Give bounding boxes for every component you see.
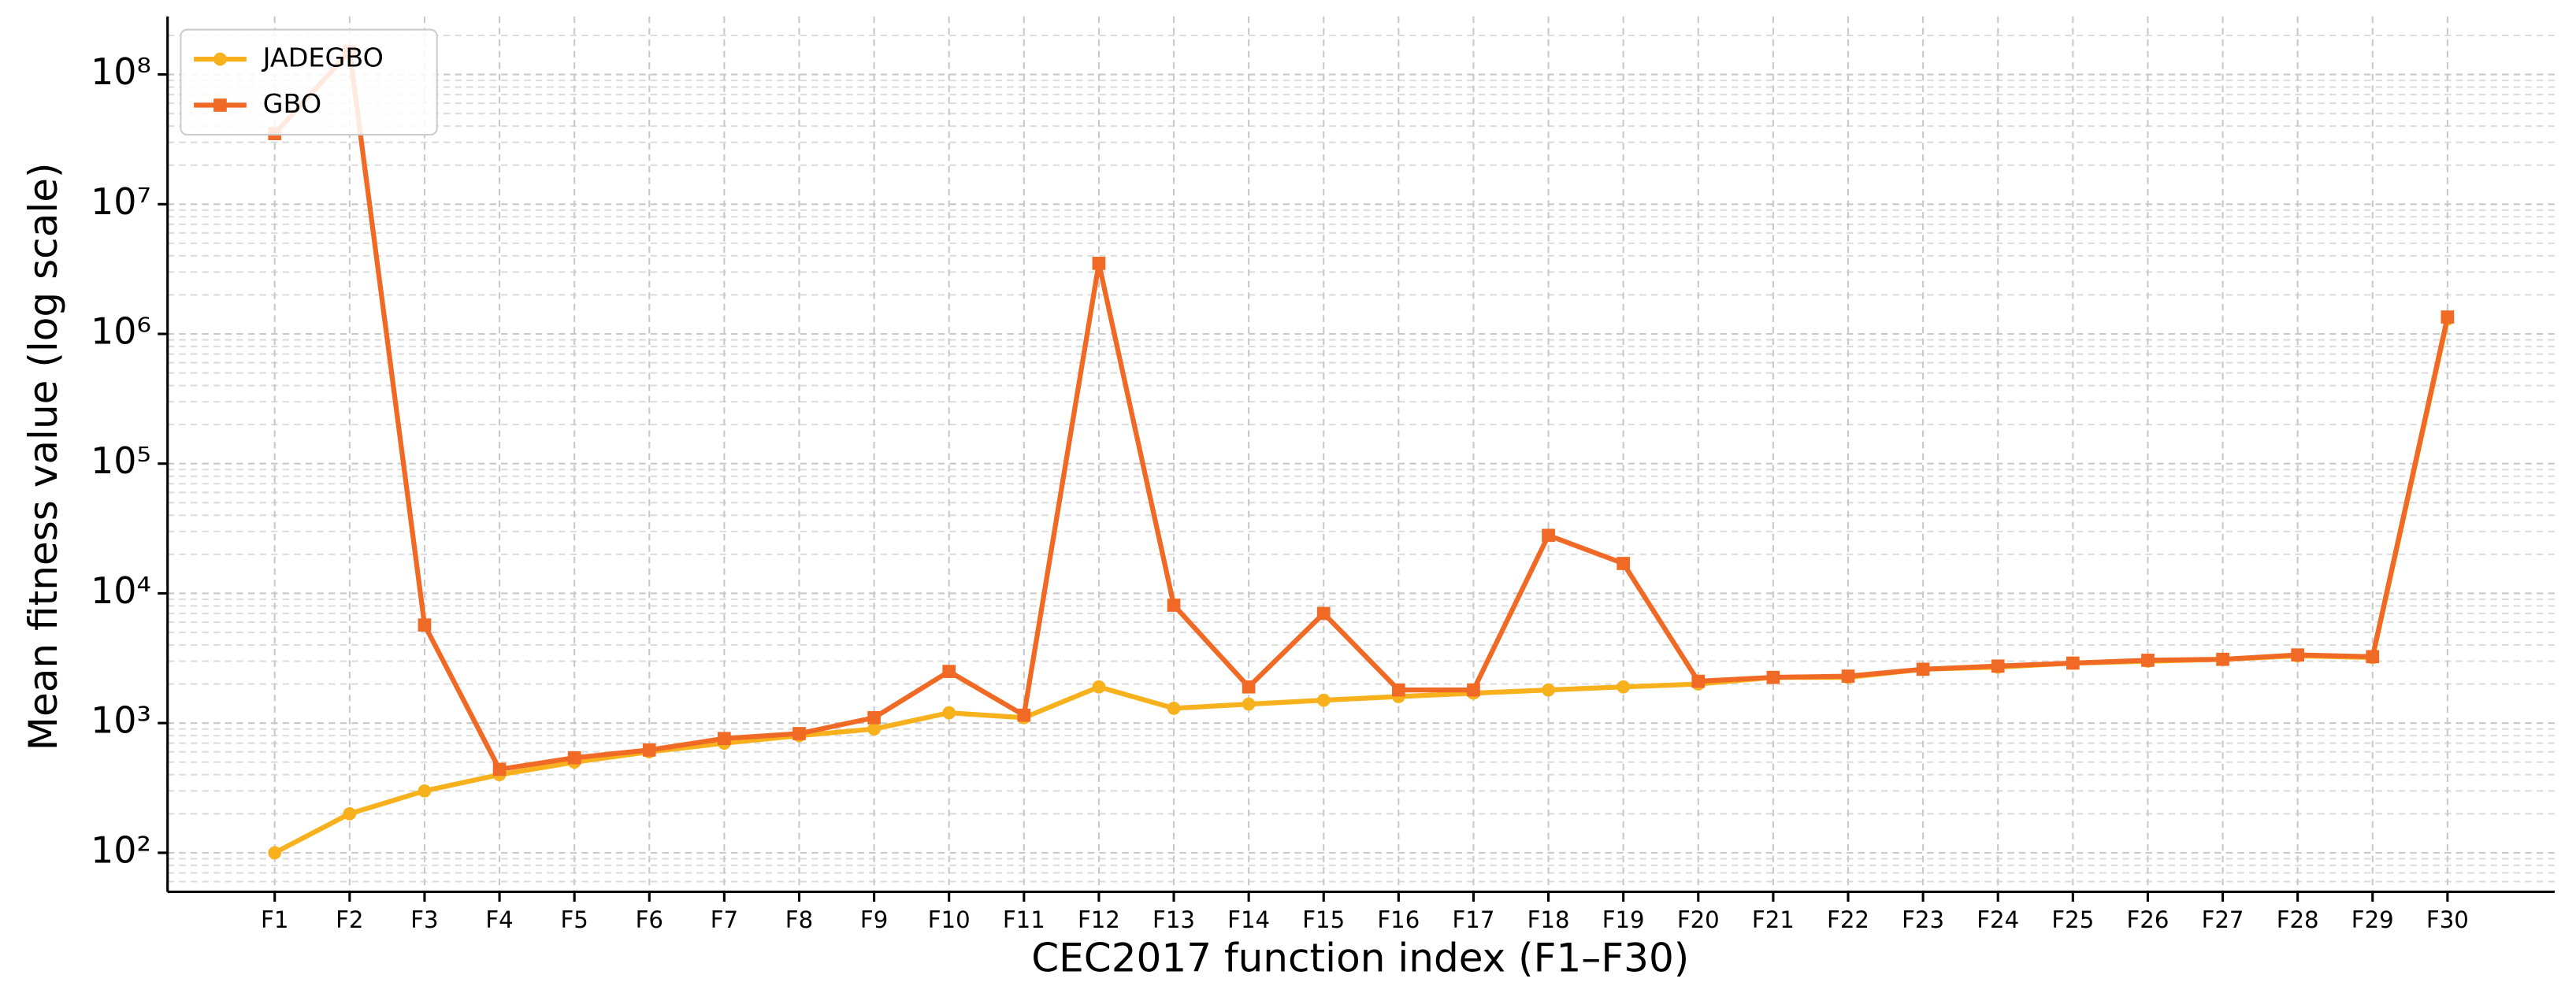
y-tick-label: 10² — [91, 828, 151, 871]
marker — [1242, 697, 1256, 711]
marker — [418, 618, 432, 632]
marker — [1542, 683, 1555, 697]
marker — [492, 762, 507, 776]
marker — [1167, 599, 1181, 612]
marker — [718, 732, 731, 746]
marker — [1691, 674, 1706, 688]
y-tick-label: 10³ — [91, 699, 151, 742]
marker — [1092, 257, 1106, 270]
marker — [2366, 650, 2380, 664]
marker — [213, 98, 227, 112]
marker — [1242, 680, 1256, 694]
marker — [1467, 683, 1480, 697]
marker — [418, 784, 432, 798]
x-tick-label: F22 — [1827, 906, 1869, 933]
x-tick-label: F6 — [636, 906, 663, 933]
x-tick-label: F3 — [410, 906, 438, 933]
marker — [1916, 662, 1930, 676]
marker — [792, 727, 806, 740]
x-tick-label: F30 — [2426, 906, 2469, 933]
marker — [2216, 652, 2229, 666]
x-tick-label: F5 — [560, 906, 588, 933]
x-tick-label: F17 — [1452, 906, 1494, 933]
marker — [942, 706, 956, 720]
marker — [2141, 654, 2155, 667]
y-axis-label: Mean fitness value (log scale) — [20, 162, 66, 751]
marker — [567, 751, 581, 765]
x-tick-label: F26 — [2126, 906, 2169, 933]
marker — [268, 846, 282, 860]
y-tick-label: 10⁸ — [91, 50, 151, 93]
x-tick-label: F23 — [1902, 906, 1944, 933]
y-tick-label: 10⁶ — [91, 310, 151, 353]
x-tick-label: F16 — [1377, 906, 1420, 933]
marker — [942, 665, 956, 678]
legend-box — [180, 28, 438, 136]
x-tick-label: F8 — [785, 906, 813, 933]
marker — [867, 722, 881, 736]
marker — [1616, 557, 1631, 570]
x-tick-label: F10 — [928, 906, 971, 933]
x-tick-label: F18 — [1527, 906, 1570, 933]
marker — [2291, 648, 2305, 662]
x-tick-label: F25 — [2051, 906, 2094, 933]
x-tick-label: F28 — [2277, 906, 2319, 933]
legend: JADEGBO GBO — [180, 28, 438, 136]
legend-label: JADEGBO — [262, 43, 384, 73]
x-tick-label: F20 — [1677, 906, 1720, 933]
x-tick-label: F4 — [485, 906, 513, 933]
x-axis-label: CEC2017 function index (F1–F30) — [1031, 936, 1689, 981]
marker — [642, 743, 656, 757]
x-tick-label: F1 — [261, 906, 288, 933]
marker — [1167, 702, 1181, 715]
y-tick-label: 10⁵ — [91, 439, 151, 482]
x-tick-label: F19 — [1602, 906, 1645, 933]
marker — [867, 711, 881, 725]
marker — [1316, 693, 1331, 707]
marker — [1017, 708, 1031, 722]
y-tick-label: 10⁴ — [91, 569, 151, 612]
x-tick-label: F15 — [1302, 906, 1345, 933]
marker — [213, 52, 227, 66]
marker — [1392, 683, 1405, 697]
marker — [1991, 659, 2005, 673]
x-tick-label: F24 — [1977, 906, 2019, 933]
marker — [1316, 606, 1331, 621]
marker — [1616, 680, 1631, 694]
marker — [1766, 670, 1780, 684]
x-tick-label: F11 — [1003, 906, 1045, 933]
y-tick-label: 10⁷ — [91, 180, 151, 223]
marker — [2066, 656, 2080, 670]
x-tick-label: F27 — [2202, 906, 2244, 933]
x-tick-label: F12 — [1078, 906, 1120, 933]
x-tick-label: F2 — [336, 906, 363, 933]
x-tick-label: F29 — [2351, 906, 2394, 933]
x-tick-label: F7 — [711, 906, 738, 933]
legend-label: GBO — [263, 88, 321, 119]
marker — [1542, 528, 1555, 543]
marker — [2441, 310, 2455, 324]
x-tick-label: F21 — [1752, 906, 1795, 933]
x-tick-label: F14 — [1227, 906, 1270, 933]
series-line — [273, 46, 2450, 773]
x-tick-label: F13 — [1153, 906, 1195, 933]
x-tick-label: F9 — [860, 906, 888, 933]
marker — [1092, 680, 1106, 694]
marker — [1841, 669, 1855, 683]
marker — [343, 806, 357, 821]
series-line — [273, 318, 2450, 855]
